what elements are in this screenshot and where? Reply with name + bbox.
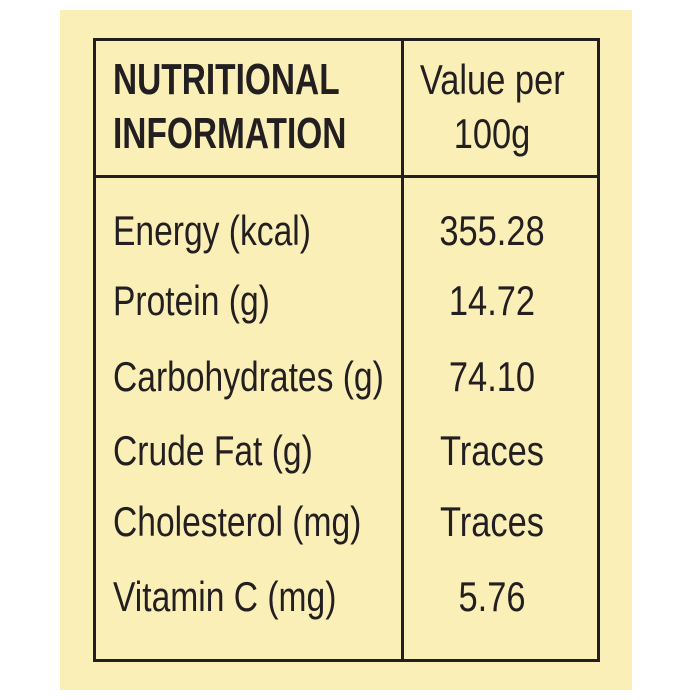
nutrient-name: Carbohydrates (g)	[113, 353, 384, 400]
label-panel	[60, 10, 632, 690]
header-left: NUTRITIONAL	[113, 55, 340, 104]
header-right: Value per	[419, 56, 565, 103]
header-right: 100g	[453, 110, 531, 157]
nutrient-name: Energy (kcal)	[113, 207, 311, 254]
nutrient-name: Crude Fat (g)	[113, 427, 313, 474]
table-frame	[93, 38, 600, 662]
nutrient-value: 355.28	[439, 207, 545, 254]
nutrient-value: 5.76	[458, 573, 526, 620]
nutrient-value: Traces	[440, 427, 544, 474]
nutrient-name: Protein (g)	[113, 277, 270, 324]
column-divider	[401, 38, 404, 662]
nutrient-name: Cholesterol (mg)	[113, 498, 362, 545]
header-left: INFORMATION	[113, 109, 347, 158]
nutrient-value: Traces	[440, 498, 544, 545]
nutrient-name: Vitamin C (mg)	[113, 573, 337, 620]
nutrient-value: 14.72	[448, 277, 536, 324]
header-divider	[93, 175, 600, 178]
nutrient-value: 74.10	[448, 353, 536, 400]
